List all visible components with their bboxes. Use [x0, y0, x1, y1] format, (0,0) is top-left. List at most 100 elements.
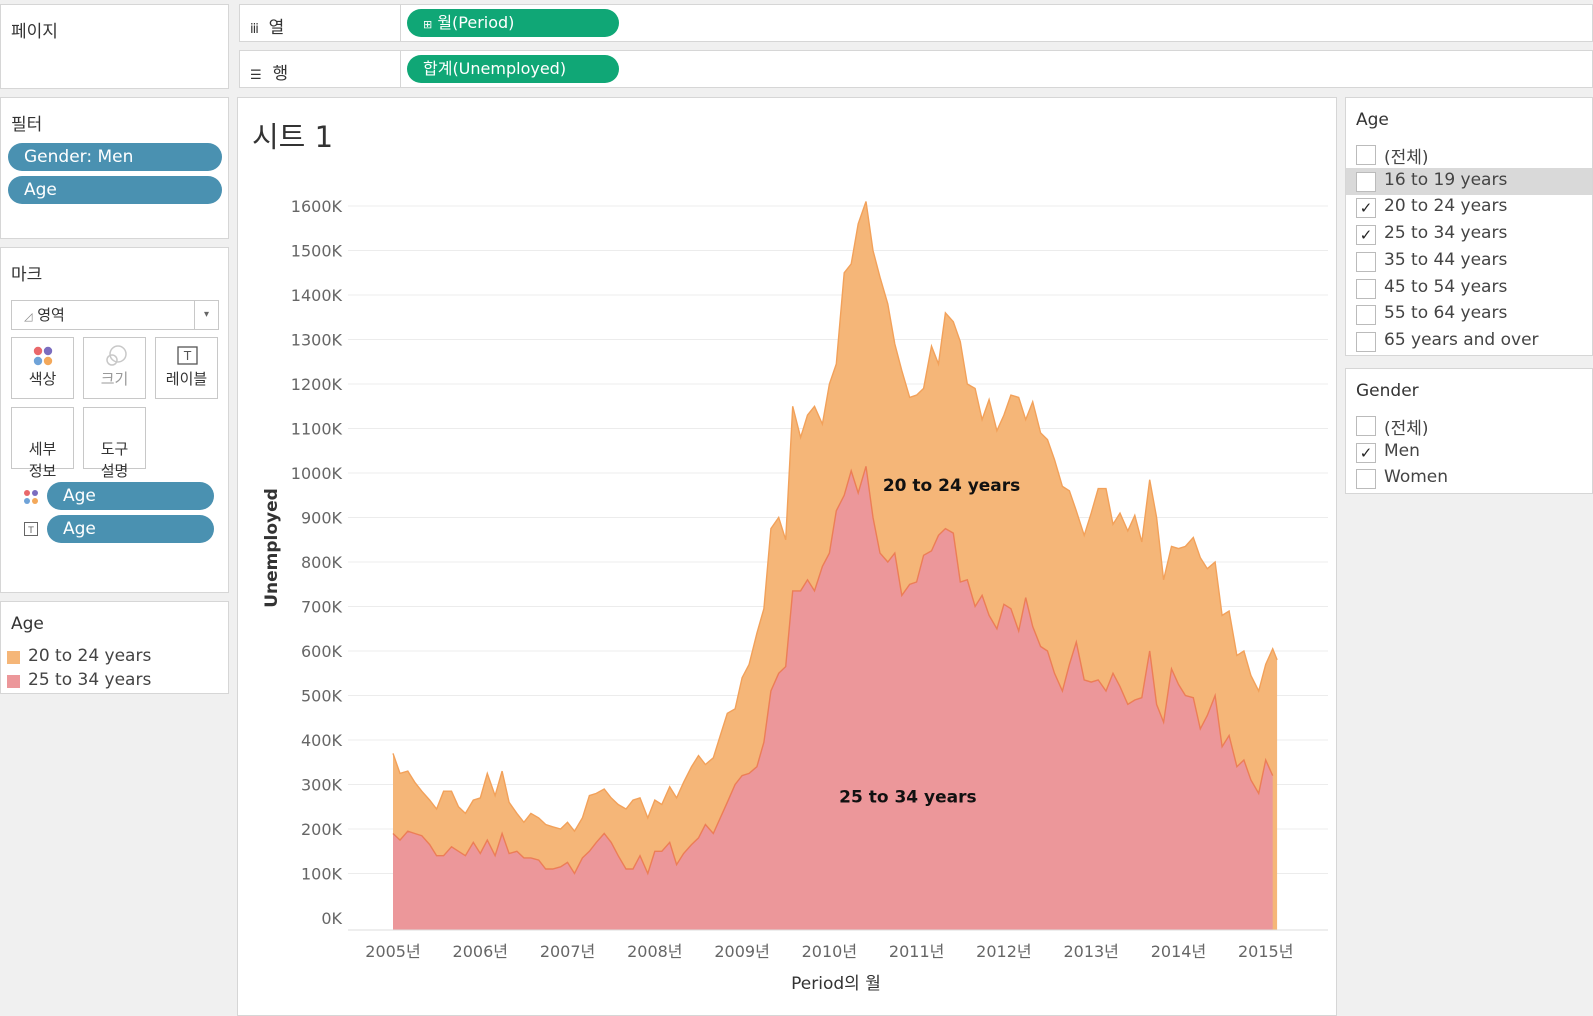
- filter-checkbox[interactable]: ✓: [1356, 442, 1376, 463]
- filter-option-label: 25 to 34 years: [1384, 223, 1508, 244]
- area-chart[interactable]: 0K 100K 200K 300K 400K 500K 600K 700K 800K 900K 10…: [238, 98, 1336, 1015]
- x-tick-label: 2005년: [365, 942, 420, 961]
- y-tick-label: 200K: [301, 820, 343, 839]
- size-button-label: 크기: [100, 370, 129, 388]
- y-tick-label: 1300K: [291, 331, 343, 350]
- filter-checkbox[interactable]: ✓: [1356, 198, 1376, 219]
- filter-option[interactable]: 55 to 64 years: [1346, 301, 1592, 328]
- legend-item-label: 20 to 24 years: [28, 646, 152, 666]
- filter-checkbox[interactable]: [1356, 145, 1376, 165]
- filters-shelf[interactable]: 필터 Gender: Men Age: [0, 97, 229, 239]
- sheet-view: 시트 1 0K 100K 200K 300K 400K 500K 600K 700K 800K 9…: [237, 97, 1337, 1016]
- filter-checkbox[interactable]: [1356, 251, 1376, 272]
- gender-filter-title: Gender: [1356, 381, 1419, 401]
- label-button-label: 레이블: [165, 370, 208, 388]
- size-button[interactable]: 크기: [83, 337, 146, 399]
- legend-swatch: [7, 675, 20, 688]
- marks-field-color-age[interactable]: Age: [47, 482, 214, 510]
- y-tick-label: 1400K: [291, 286, 343, 305]
- filter-option[interactable]: Women: [1346, 465, 1592, 492]
- tooltip-button[interactable]: 도구 설명: [83, 407, 146, 480]
- y-tick-label: 100K: [301, 865, 343, 884]
- rows-shelf[interactable]: ☰ 행 합계(Unemployed): [239, 50, 1593, 88]
- filter-checkbox[interactable]: [1356, 331, 1376, 352]
- rows-pill-unemployed[interactable]: 합계(Unemployed): [407, 55, 619, 83]
- shelf-divider: [400, 51, 401, 87]
- svg-text:T: T: [27, 526, 34, 536]
- shelf-divider: [400, 5, 401, 41]
- legend-item-label: 25 to 34 years: [28, 670, 152, 690]
- filter-checkbox[interactable]: [1356, 416, 1376, 436]
- filters-shelf-title: 필터: [11, 115, 43, 135]
- filter-option[interactable]: ✓ Men: [1346, 439, 1592, 466]
- color-dots-icon: [24, 490, 38, 504]
- legend-item[interactable]: 25 to 34 years: [1, 669, 228, 693]
- filter-checkbox[interactable]: [1356, 171, 1376, 192]
- marks-card-title: 마크: [11, 265, 43, 285]
- mark-type-dropdown[interactable]: ◿ 영역 ▾: [11, 300, 219, 330]
- columns-shelf-label: iii 열: [250, 18, 285, 38]
- filter-option-label: Men: [1384, 440, 1420, 461]
- marks-field-label-age[interactable]: Age: [47, 515, 214, 543]
- detail-button-label: 세부 정보: [28, 440, 57, 480]
- y-tick-label: 0K: [321, 909, 342, 928]
- filter-option[interactable]: ✓ 20 to 24 years: [1346, 194, 1592, 221]
- age-filter-title: Age: [1356, 110, 1389, 130]
- y-tick-label: 500K: [301, 687, 343, 706]
- x-axis-title: Period의 월: [791, 974, 881, 994]
- filter-pill-gender[interactable]: Gender: Men: [8, 143, 222, 171]
- gender-filter-card: Gender (전체) ✓ Men Women: [1345, 368, 1593, 494]
- age-filter-card: Age (전체) 16 to 19 years ✓ 20 to 24 years ✓ 25…: [1345, 97, 1593, 356]
- color-button[interactable]: 색상: [11, 337, 74, 399]
- filter-option-label: Women: [1384, 467, 1449, 488]
- legend-title: Age: [11, 614, 44, 634]
- mark-type-label: 영역: [37, 306, 65, 324]
- filter-option-label: 35 to 44 years: [1384, 249, 1508, 270]
- filter-checkbox[interactable]: [1356, 469, 1376, 490]
- filter-pill-age[interactable]: Age: [8, 176, 222, 204]
- rows-icon: ☰: [250, 68, 262, 83]
- color-button-label: 색상: [28, 370, 57, 388]
- filter-option[interactable]: ✓ 25 to 34 years: [1346, 221, 1592, 248]
- x-tick-label: 2009년: [714, 942, 769, 961]
- color-icon: [33, 346, 53, 366]
- sheet-title: 시트 1: [252, 120, 334, 154]
- legend-item[interactable]: 20 to 24 years: [1, 645, 228, 669]
- filter-checkbox[interactable]: [1356, 278, 1376, 299]
- expand-icon: ⊞: [423, 18, 433, 31]
- series-label: 20 to 24 years: [883, 476, 1020, 496]
- marks-card: 마크 ◿ 영역 ▾ 색상 크기 T 레이블 세부 정보 도구 설명 Age: [0, 247, 229, 593]
- filter-option[interactable]: 35 to 44 years: [1346, 248, 1592, 275]
- filter-option-label: (전체): [1384, 419, 1429, 439]
- filter-option-label: 65 years and over: [1384, 329, 1539, 350]
- x-tick-label: 2014년: [1151, 942, 1206, 961]
- filter-option-label: 55 to 64 years: [1384, 303, 1508, 324]
- detail-button[interactable]: 세부 정보: [11, 407, 74, 480]
- filter-option[interactable]: (전체): [1346, 141, 1592, 168]
- y-tick-label: 1000K: [291, 464, 343, 483]
- pages-shelf-title: 페이지: [11, 22, 58, 42]
- x-tick-label: 2011년: [889, 942, 944, 961]
- rows-shelf-label: ☰ 행: [250, 64, 289, 84]
- size-icon: [106, 345, 127, 366]
- filter-option-label: (전체): [1384, 148, 1429, 168]
- label-t-icon: T: [24, 522, 38, 536]
- x-tick-label: 2013년: [1063, 942, 1118, 961]
- series-label: 25 to 34 years: [839, 787, 976, 807]
- y-tick-label: 1100K: [291, 420, 343, 439]
- line-series-25-to-34: [392, 466, 1274, 876]
- filter-option[interactable]: (전체): [1346, 412, 1592, 439]
- x-tick-label: 2015년: [1238, 942, 1293, 961]
- y-tick-label: 400K: [301, 731, 343, 750]
- columns-pill-period[interactable]: ⊞ 월(Period): [407, 9, 619, 37]
- filter-option[interactable]: 65 years and over: [1346, 328, 1592, 355]
- x-tick-label: 2006년: [453, 942, 508, 961]
- y-tick-label: 1600K: [291, 197, 343, 216]
- pages-shelf[interactable]: 페이지: [0, 4, 229, 89]
- columns-shelf[interactable]: iii 열 ⊞ 월(Period): [239, 4, 1593, 42]
- filter-option[interactable]: 16 to 19 years: [1346, 167, 1592, 195]
- filter-option[interactable]: 45 to 54 years: [1346, 275, 1592, 302]
- filter-checkbox[interactable]: ✓: [1356, 225, 1376, 246]
- label-button[interactable]: T 레이블: [155, 337, 218, 399]
- filter-checkbox[interactable]: [1356, 305, 1376, 326]
